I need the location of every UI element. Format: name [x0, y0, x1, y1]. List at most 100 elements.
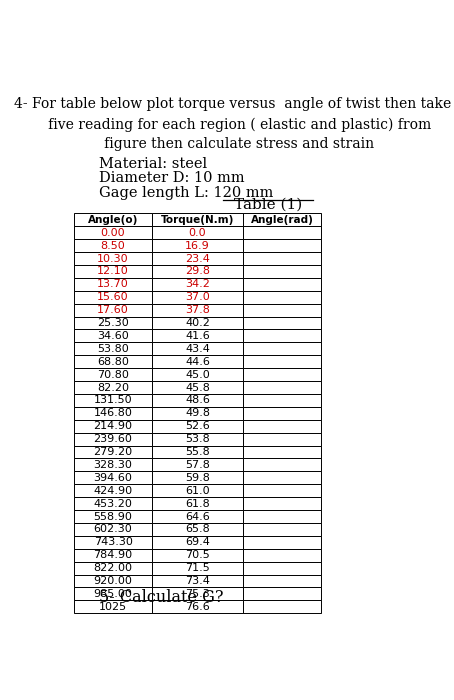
Bar	[74, 497, 152, 510]
Bar	[74, 446, 152, 459]
Bar	[243, 278, 321, 290]
Text: 279.20: 279.20	[94, 447, 133, 457]
Text: 69.4: 69.4	[185, 538, 210, 547]
Bar	[243, 536, 321, 549]
Bar	[152, 290, 243, 304]
Text: 57.8: 57.8	[185, 460, 210, 470]
Text: Diameter D: 10 mm: Diameter D: 10 mm	[99, 172, 245, 186]
Text: 48.6: 48.6	[185, 395, 210, 405]
Text: 82.20: 82.20	[97, 382, 129, 393]
Bar	[243, 446, 321, 459]
Text: 64.6: 64.6	[185, 512, 210, 522]
Bar	[243, 316, 321, 330]
Bar	[243, 587, 321, 601]
Text: 34.60: 34.60	[97, 331, 129, 341]
Text: 453.20: 453.20	[94, 498, 133, 509]
Text: Gage length L: 120 mm: Gage length L: 120 mm	[99, 186, 273, 200]
Bar	[74, 484, 152, 497]
Text: 146.80: 146.80	[94, 408, 133, 419]
Bar	[74, 420, 152, 433]
Bar	[243, 290, 321, 304]
Bar	[152, 394, 243, 407]
Text: 34.2: 34.2	[185, 279, 210, 289]
Bar	[74, 239, 152, 252]
Bar	[74, 575, 152, 587]
Text: 70.5: 70.5	[185, 550, 210, 560]
Text: 44.6: 44.6	[185, 357, 210, 367]
Bar	[243, 356, 321, 368]
Bar	[152, 420, 243, 433]
Bar	[243, 407, 321, 420]
Bar	[152, 226, 243, 239]
Bar	[74, 458, 152, 471]
Bar	[74, 601, 152, 613]
Text: 68.80: 68.80	[97, 357, 129, 367]
Bar	[243, 226, 321, 239]
Text: 239.60: 239.60	[94, 434, 133, 444]
Bar	[152, 484, 243, 497]
Text: 65.8: 65.8	[185, 524, 210, 534]
Bar	[243, 484, 321, 497]
Bar	[152, 587, 243, 601]
Text: Torque(N.m): Torque(N.m)	[161, 215, 234, 225]
Bar	[74, 304, 152, 316]
Bar	[152, 510, 243, 523]
Bar	[74, 265, 152, 278]
Bar	[243, 433, 321, 446]
Text: 602.30: 602.30	[94, 524, 133, 534]
Text: 73.4: 73.4	[185, 576, 210, 586]
Bar	[74, 330, 152, 342]
Bar	[152, 330, 243, 342]
Text: 16.9: 16.9	[185, 241, 210, 251]
Text: 52.6: 52.6	[185, 421, 210, 431]
Text: 61.0: 61.0	[185, 486, 210, 496]
Bar	[74, 342, 152, 356]
Text: 75.3: 75.3	[185, 589, 210, 599]
Bar	[152, 239, 243, 252]
Text: 13.70: 13.70	[97, 279, 129, 289]
Bar	[243, 252, 321, 265]
Bar	[152, 278, 243, 290]
Bar	[152, 214, 243, 226]
Text: 76.6: 76.6	[185, 602, 210, 612]
Text: 71.5: 71.5	[185, 563, 210, 573]
Bar	[243, 471, 321, 484]
Bar	[152, 446, 243, 459]
Text: 53.80: 53.80	[97, 344, 129, 354]
Text: 49.8: 49.8	[185, 408, 210, 419]
Text: 70.80: 70.80	[97, 370, 129, 379]
Bar	[243, 368, 321, 381]
Bar	[243, 265, 321, 278]
Text: Angle(rad): Angle(rad)	[251, 215, 313, 225]
Text: 10.30: 10.30	[97, 253, 129, 263]
Text: 0.0: 0.0	[189, 228, 206, 238]
Text: 822.00: 822.00	[94, 563, 133, 573]
Text: 40.2: 40.2	[185, 318, 210, 328]
Bar	[74, 433, 152, 446]
Text: 15.60: 15.60	[97, 292, 129, 302]
Bar	[74, 381, 152, 394]
Text: 8.50: 8.50	[101, 241, 125, 251]
Bar	[74, 368, 152, 381]
Text: 41.6: 41.6	[185, 331, 210, 341]
Bar	[243, 330, 321, 342]
Text: 37.8: 37.8	[185, 305, 210, 315]
Bar	[152, 471, 243, 484]
Text: 61.8: 61.8	[185, 498, 210, 509]
Bar	[243, 601, 321, 613]
Bar	[243, 497, 321, 510]
Bar	[74, 523, 152, 536]
Text: 55.8: 55.8	[185, 447, 210, 457]
Bar	[74, 536, 152, 549]
Text: 53.8: 53.8	[185, 434, 210, 444]
Bar	[243, 575, 321, 587]
Bar	[152, 304, 243, 316]
Text: Angle(o): Angle(o)	[88, 215, 138, 225]
Bar	[152, 265, 243, 278]
Bar	[152, 601, 243, 613]
Text: 12.10: 12.10	[97, 267, 129, 276]
Bar	[74, 510, 152, 523]
Bar	[74, 394, 152, 407]
Bar	[74, 252, 152, 265]
Bar	[152, 497, 243, 510]
